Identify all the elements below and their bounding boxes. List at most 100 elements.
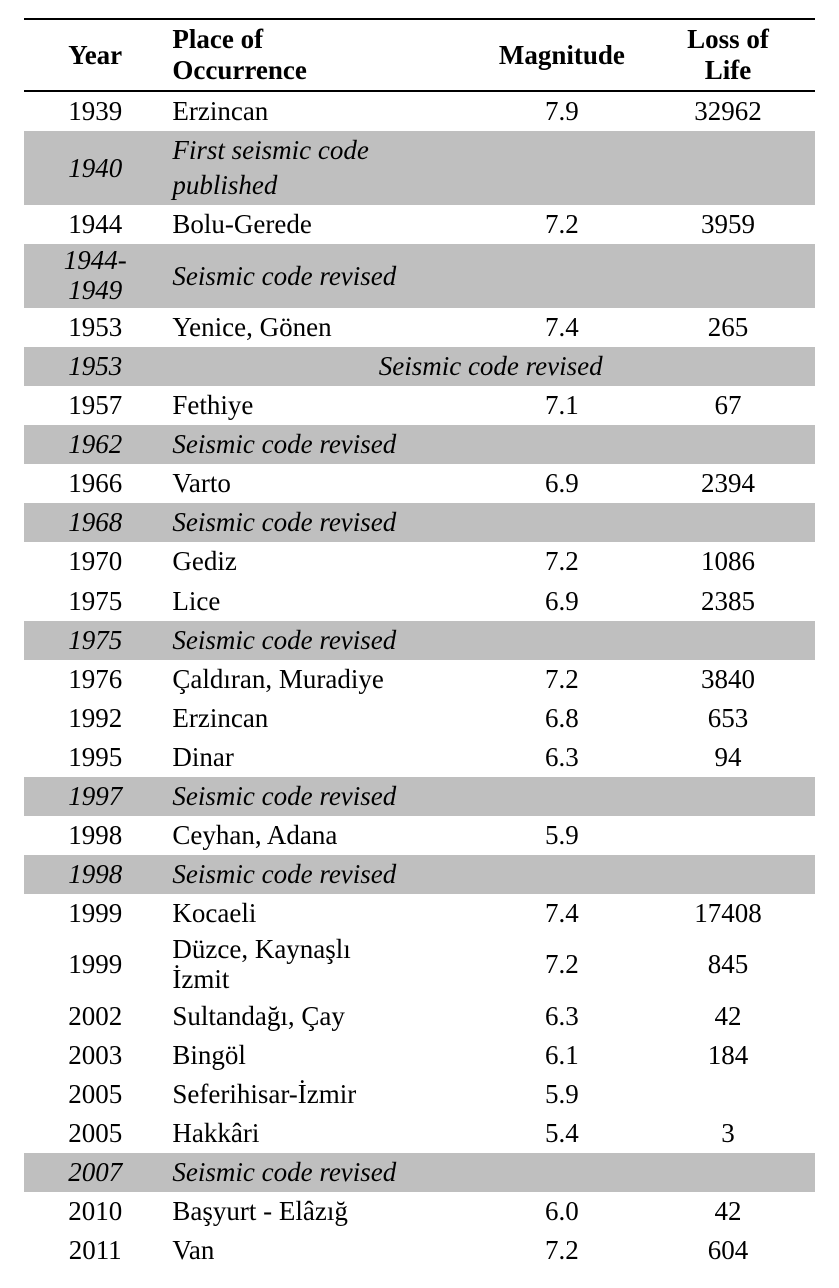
cell-note: Seismic code revised [166, 347, 815, 386]
cell-mag [483, 244, 641, 307]
cell-loss: 3840 [641, 660, 815, 699]
cell-place: Dinar [166, 738, 482, 777]
table-row: 1999Kocaeli7.417408 [24, 894, 815, 933]
cell-place: Van [166, 1231, 482, 1270]
table-row: 1992Erzincan6.8653 [24, 699, 815, 738]
cell-mag: 6.9 [483, 582, 641, 621]
cell-year: 1975 [24, 582, 166, 621]
cell-loss: 67 [641, 386, 815, 425]
cell-loss: 184 [641, 1036, 815, 1075]
cell-loss [641, 425, 815, 464]
cell-mag: 7.9 [483, 91, 641, 131]
cell-loss: 42 [641, 997, 815, 1036]
cell-loss [641, 1153, 815, 1192]
cell-mag: 6.3 [483, 997, 641, 1036]
cell-year: 2005 [24, 1114, 166, 1153]
cell-mag: 7.1 [483, 386, 641, 425]
cell-place: Gediz [166, 542, 482, 581]
table-header: Year Place ofOccurrence Magnitude Loss o… [24, 19, 815, 91]
cell-loss: 2394 [641, 464, 815, 503]
cell-loss [641, 503, 815, 542]
cell-loss: 3959 [641, 205, 815, 244]
cell-mag: 7.4 [483, 308, 641, 347]
cell-place: Yenice, Gönen [166, 308, 482, 347]
cell-mag: 6.1 [483, 1036, 641, 1075]
cell-mag: 7.2 [483, 933, 641, 996]
table-row: 2005Hakkâri5.43 [24, 1114, 815, 1153]
cell-mag: 7.4 [483, 894, 641, 933]
cell-note: Seismic code revised [166, 621, 482, 660]
cell-mag: 6.9 [483, 464, 641, 503]
col-header-place: Place ofOccurrence [166, 19, 482, 91]
table-row: 1976Çaldıran, Muradiye7.23840 [24, 660, 815, 699]
cell-year: 1997 [24, 777, 166, 816]
cell-loss: 653 [641, 699, 815, 738]
cell-place: Kocaeli [166, 894, 482, 933]
table-row: 2010Başyurt - Elâzığ6.042 [24, 1192, 815, 1231]
cell-mag [483, 425, 641, 464]
cell-place: Ceyhan, Adana [166, 816, 482, 855]
earthquake-table-container: Year Place ofOccurrence Magnitude Loss o… [0, 0, 839, 1288]
cell-place: Bingöl [166, 1036, 482, 1075]
cell-year: 1976 [24, 660, 166, 699]
cell-year: 1944-1949 [24, 244, 166, 307]
cell-note: Seismic code revised [166, 503, 482, 542]
cell-year: 2011 [24, 1231, 166, 1270]
cell-place: Başyurt - Elâzığ [166, 1192, 482, 1231]
cell-year: 1999 [24, 933, 166, 996]
cell-loss: 1086 [641, 542, 815, 581]
cell-loss [641, 244, 815, 307]
col-header-mag: Magnitude [483, 19, 641, 91]
cell-place: Seferihisar-İzmir [166, 1075, 482, 1114]
cell-loss: 94 [641, 738, 815, 777]
table-row: 1975Lice6.92385 [24, 582, 815, 621]
table-row: 2002Sultandağı, Çay6.342 [24, 997, 815, 1036]
cell-loss: 42 [641, 1192, 815, 1231]
cell-year: 1975 [24, 621, 166, 660]
table-row: 1999Düzce, Kaynaşlıİzmit7.2845 [24, 933, 815, 996]
cell-mag: 5.4 [483, 1114, 641, 1153]
cell-note: Seismic code revised [166, 855, 482, 894]
table-row: 2007Seismic code revised [24, 1153, 815, 1192]
earthquake-table: Year Place ofOccurrence Magnitude Loss o… [24, 18, 815, 1270]
table-row: 1970Gediz7.21086 [24, 542, 815, 581]
cell-mag [483, 1153, 641, 1192]
cell-loss: 604 [641, 1231, 815, 1270]
table-row: 1962Seismic code revised [24, 425, 815, 464]
cell-year: 2007 [24, 1153, 166, 1192]
cell-year: 2005 [24, 1075, 166, 1114]
cell-year: 1957 [24, 386, 166, 425]
cell-loss: 845 [641, 933, 815, 996]
table-row: 1957Fethiye7.167 [24, 386, 815, 425]
cell-loss [641, 816, 815, 855]
cell-year: 1970 [24, 542, 166, 581]
cell-loss [641, 777, 815, 816]
cell-year: 1995 [24, 738, 166, 777]
table-row: 1975Seismic code revised [24, 621, 815, 660]
cell-year: 1962 [24, 425, 166, 464]
col-header-loss: Loss ofLife [641, 19, 815, 91]
table-row: 1995Dinar6.394 [24, 738, 815, 777]
cell-year: 1968 [24, 503, 166, 542]
cell-year: 1966 [24, 464, 166, 503]
col-header-year: Year [24, 19, 166, 91]
cell-year: 1999 [24, 894, 166, 933]
cell-place: Erzincan [166, 91, 482, 131]
cell-place: Lice [166, 582, 482, 621]
cell-year: 1998 [24, 855, 166, 894]
cell-year: 1939 [24, 91, 166, 131]
cell-mag [483, 131, 641, 205]
cell-mag: 7.2 [483, 205, 641, 244]
cell-place: Hakkâri [166, 1114, 482, 1153]
table-row: 2011Van7.2604 [24, 1231, 815, 1270]
table-row: 1968Seismic code revised [24, 503, 815, 542]
cell-place: Çaldıran, Muradiye [166, 660, 482, 699]
cell-loss: 265 [641, 308, 815, 347]
cell-note: Seismic code revised [166, 244, 482, 307]
table-row: 1953Yenice, Gönen7.4265 [24, 308, 815, 347]
cell-place: Bolu-Gerede [166, 205, 482, 244]
table-row: 1998Seismic code revised [24, 855, 815, 894]
cell-mag [483, 855, 641, 894]
table-row: 1939Erzincan7.932962 [24, 91, 815, 131]
cell-place: Düzce, Kaynaşlıİzmit [166, 933, 482, 996]
